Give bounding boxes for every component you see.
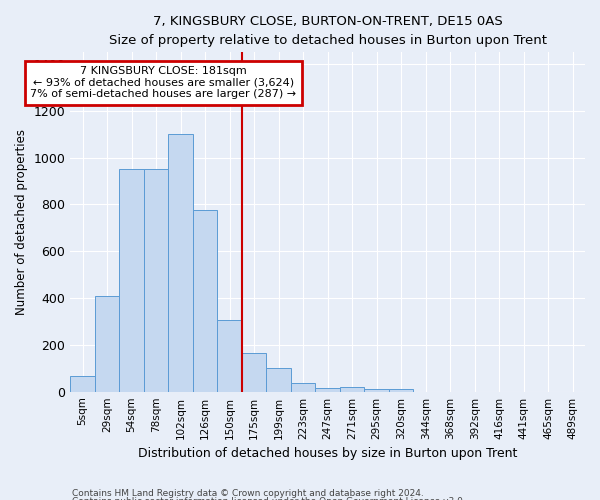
Bar (144, 170, 169, 392)
Bar (169, 134, 193, 392)
Bar (217, 320, 242, 392)
Bar (389, 390, 413, 392)
Bar (242, 353, 266, 392)
Bar (70, 376, 95, 392)
Bar (193, 210, 217, 392)
Y-axis label: Number of detached properties: Number of detached properties (15, 129, 28, 315)
Bar (364, 390, 389, 392)
Bar (266, 368, 291, 392)
Text: 7 KINGSBURY CLOSE: 181sqm
← 93% of detached houses are smaller (3,624)
7% of sem: 7 KINGSBURY CLOSE: 181sqm ← 93% of detac… (31, 66, 296, 100)
Text: Contains public sector information licensed under the Open Government Licence v3: Contains public sector information licen… (72, 497, 466, 500)
Title: 7, KINGSBURY CLOSE, BURTON-ON-TRENT, DE15 0AS
Size of property relative to detac: 7, KINGSBURY CLOSE, BURTON-ON-TRENT, DE1… (109, 15, 547, 47)
Bar (316, 388, 340, 392)
Text: Contains HM Land Registry data © Crown copyright and database right 2024.: Contains HM Land Registry data © Crown c… (72, 488, 424, 498)
Bar (340, 387, 364, 392)
Bar (291, 384, 316, 392)
X-axis label: Distribution of detached houses by size in Burton upon Trent: Distribution of detached houses by size … (138, 447, 517, 460)
Bar (119, 170, 144, 392)
Bar (95, 296, 119, 392)
